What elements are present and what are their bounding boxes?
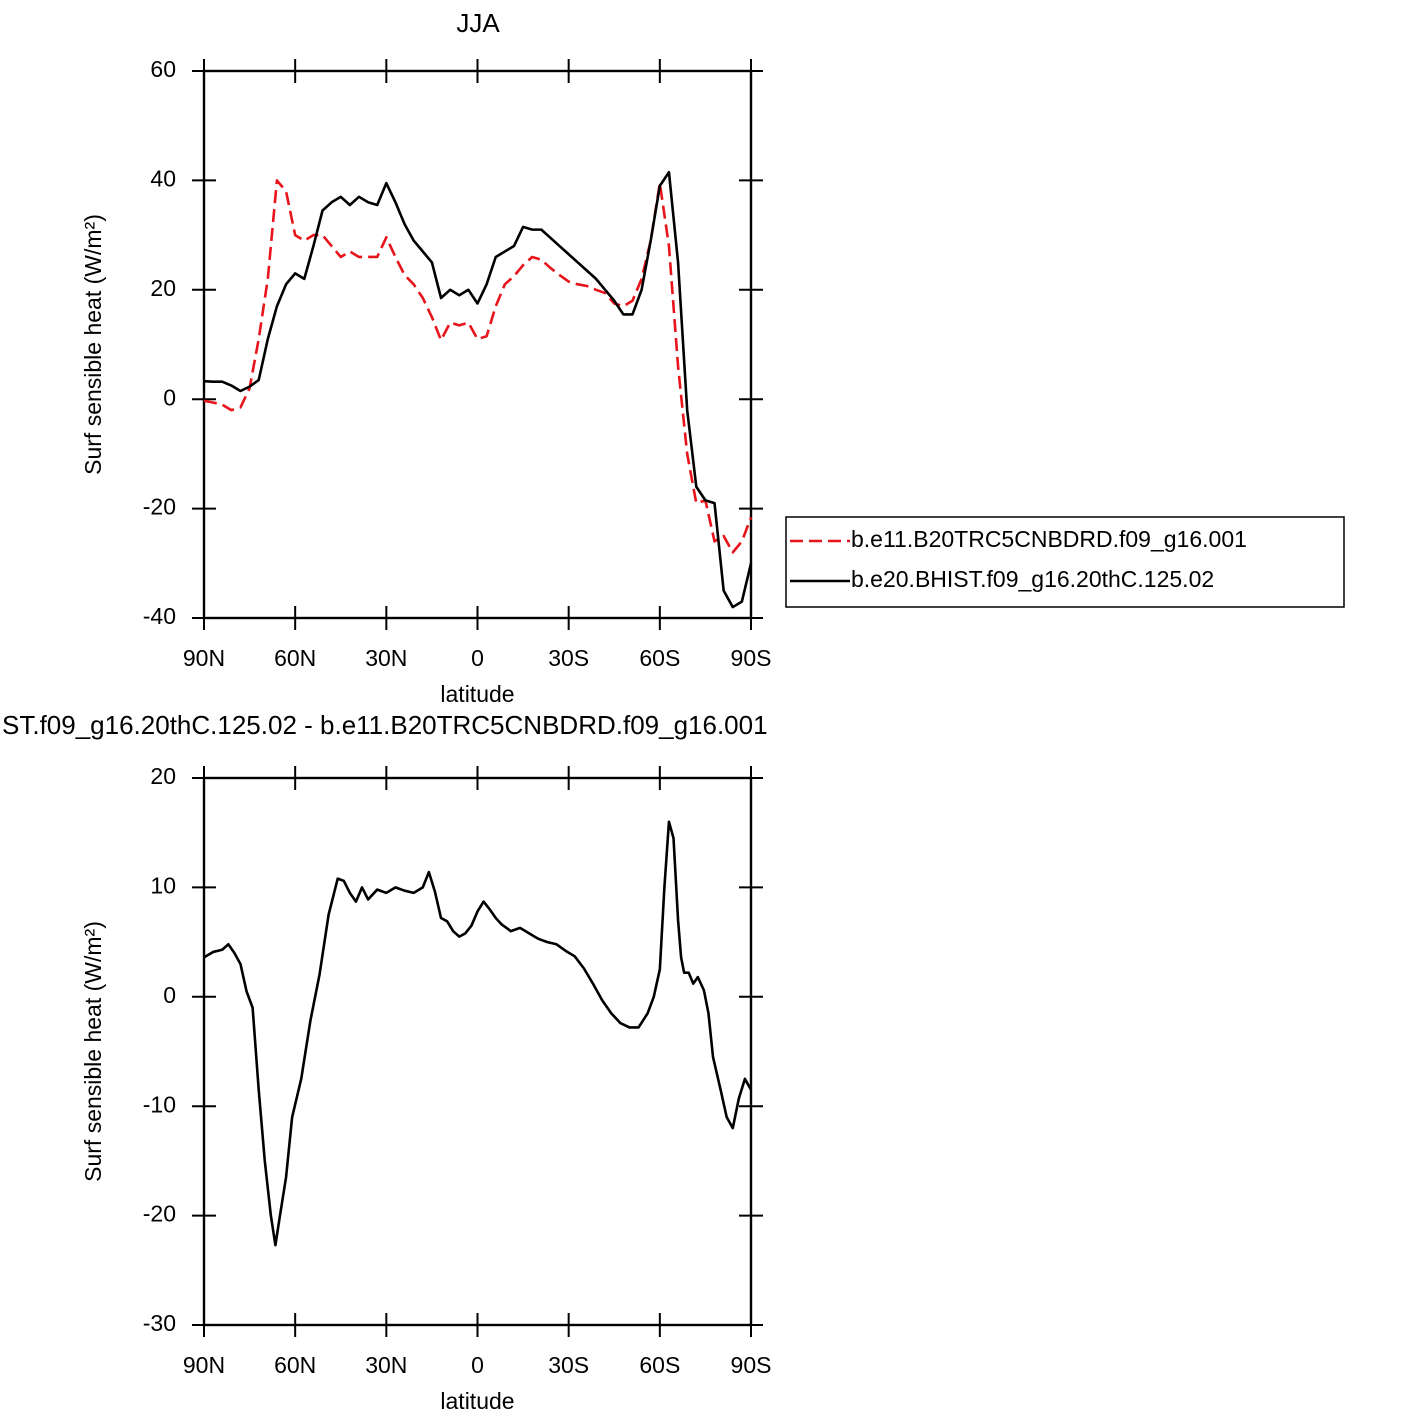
x-tick-label: 60N [274,1352,316,1378]
y-tick-label: 40 [150,165,176,191]
y-axis-label: Surf sensible heat (W/m²) [80,214,106,475]
plot-frame [202,776,753,1327]
y-tick-label: -20 [143,494,176,520]
x-tick-label: 0 [471,1352,484,1378]
x-axis-label: latitude [440,681,514,707]
legend-label: b.e11.B20TRC5CNBDRD.f09_g16.001 [851,526,1247,552]
x-tick-label: 60N [274,645,316,671]
y-tick-label: 20 [150,763,176,789]
x-tick-label: 0 [471,645,484,671]
legend-label: b.e20.BHIST.f09_g16.20thC.125.02 [851,566,1214,592]
plot-frame [202,69,753,620]
y-tick-label: 0 [163,982,176,1008]
x-tick-label: 30N [365,1352,407,1378]
legend-box [785,516,1345,608]
x-tick-label: 90S [731,1352,772,1378]
y-tick-label: -10 [143,1091,176,1117]
x-tick-label: 60S [639,1352,680,1378]
chart-title: ST.f09_g16.20thC.125.02 - b.e11.B20TRC5C… [2,710,768,740]
x-tick-label: 90N [183,645,225,671]
data-line [203,179,753,554]
y-axis-label: Surf sensible heat (W/m²) [80,921,106,1182]
x-tick-label: 30N [365,645,407,671]
x-tick-label: 60S [639,645,680,671]
y-tick-label: 10 [150,872,176,898]
y-tick-label: 0 [163,384,176,410]
y-tick-label: 20 [150,275,176,301]
x-axis-label: latitude [440,1388,514,1414]
y-tick-label: -30 [143,1310,176,1336]
y-tick-label: -20 [143,1201,176,1227]
data-line [203,170,753,609]
x-tick-label: 30S [548,1352,589,1378]
x-tick-label: 90S [731,645,772,671]
data-line [203,820,753,1247]
x-tick-label: 90N [183,1352,225,1378]
x-tick-label: 30S [548,645,589,671]
y-tick-label: -40 [143,603,176,629]
chart-title: JJA [456,8,500,38]
y-tick-label: 60 [150,56,176,82]
